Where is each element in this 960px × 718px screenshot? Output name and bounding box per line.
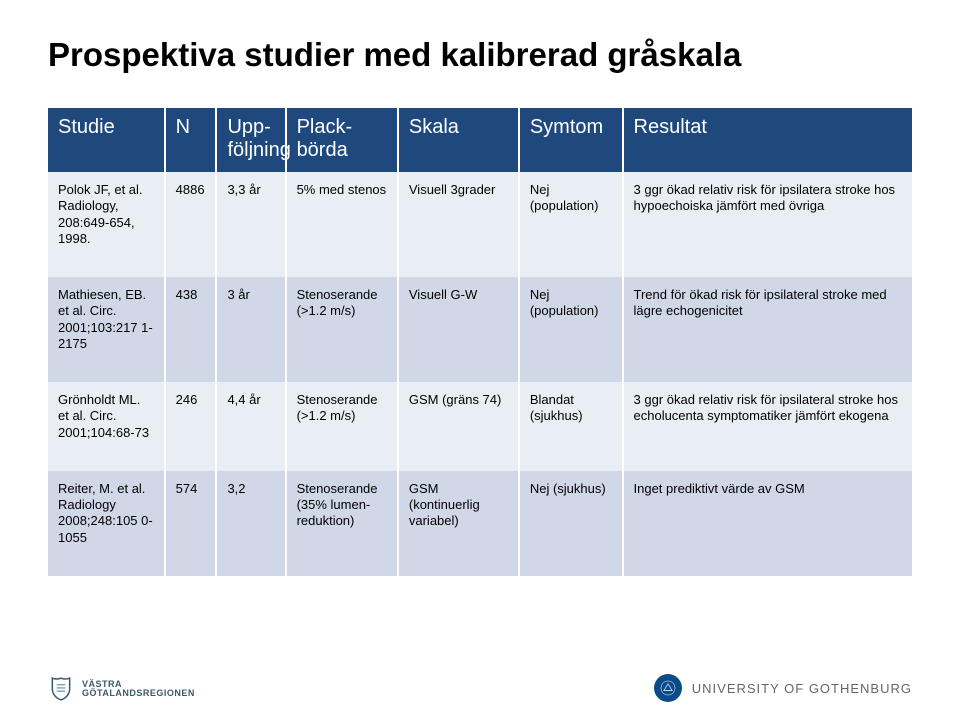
col-n: N xyxy=(165,108,217,172)
cell-res: 3 ggr ökad relativ risk för ipsilatera s… xyxy=(623,172,913,277)
cell-upp: 3,2 xyxy=(216,471,285,576)
col-skala: Skala xyxy=(398,108,519,172)
cell-n: 574 xyxy=(165,471,217,576)
vgr-text: VÄSTRA GÖTALANDSREGIONEN xyxy=(82,680,195,699)
vgr-logo: VÄSTRA GÖTALANDSREGIONEN xyxy=(48,676,195,702)
cell-plack: Stenoserande (>1.2 m/s) xyxy=(286,277,398,382)
studies-table: Studie N Upp-följning Plack-börda Skala … xyxy=(48,108,912,576)
cell-n: 246 xyxy=(165,382,217,471)
gu-logo: UNIVERSITY OF GOTHENBURG xyxy=(654,674,912,702)
cell-symtom: Blandat (sjukhus) xyxy=(519,382,623,471)
cell-upp: 4,4 år xyxy=(216,382,285,471)
table-row: Mathiesen, EB. et al. Circ. 2001;103:217… xyxy=(48,277,912,382)
cell-symtom: Nej (population) xyxy=(519,277,623,382)
cell-skala: Visuell 3grader xyxy=(398,172,519,277)
cell-plack: Stenoserande (35% lumen-reduktion) xyxy=(286,471,398,576)
cell-res: Trend för ökad risk för ipsilateral stro… xyxy=(623,277,913,382)
cell-studie: Reiter, M. et al. Radiology 2008;248:105… xyxy=(48,471,165,576)
cell-studie: Polok JF, et al. Radiology, 208:649-654,… xyxy=(48,172,165,277)
table-row: Reiter, M. et al. Radiology 2008;248:105… xyxy=(48,471,912,576)
cell-skala: GSM (gräns 74) xyxy=(398,382,519,471)
cell-skala: Visuell G-W xyxy=(398,277,519,382)
cell-res: Inget prediktivt värde av GSM xyxy=(623,471,913,576)
cell-studie: Grönholdt ML. et al. Circ. 2001;104:68-7… xyxy=(48,382,165,471)
cell-n: 438 xyxy=(165,277,217,382)
table-row: Grönholdt ML. et al. Circ. 2001;104:68-7… xyxy=(48,382,912,471)
col-studie: Studie xyxy=(48,108,165,172)
cell-plack: Stenoserande (>1.2 m/s) xyxy=(286,382,398,471)
cell-skala: GSM (kontinuerlig variabel) xyxy=(398,471,519,576)
footer-logos: VÄSTRA GÖTALANDSREGIONEN UNIVERSITY OF G… xyxy=(48,674,912,702)
gu-seal-icon xyxy=(654,674,682,702)
slide-title: Prospektiva studier med kalibrerad gråsk… xyxy=(48,36,912,74)
cell-symtom: Nej (population) xyxy=(519,172,623,277)
vgr-crest-icon xyxy=(48,676,74,702)
table-header-row: Studie N Upp-följning Plack-börda Skala … xyxy=(48,108,912,172)
cell-upp: 3 år xyxy=(216,277,285,382)
cell-symtom: Nej (sjukhus) xyxy=(519,471,623,576)
cell-plack: 5% med stenos xyxy=(286,172,398,277)
slide: Prospektiva studier med kalibrerad gråsk… xyxy=(0,0,960,718)
col-res: Resultat xyxy=(623,108,913,172)
col-plack: Plack-börda xyxy=(286,108,398,172)
vgr-line2: GÖTALANDSREGIONEN xyxy=(82,688,195,698)
cell-res: 3 ggr ökad relativ risk för ipsilateral … xyxy=(623,382,913,471)
gu-text: UNIVERSITY OF GOTHENBURG xyxy=(692,681,912,696)
col-symtom: Symtom xyxy=(519,108,623,172)
cell-studie: Mathiesen, EB. et al. Circ. 2001;103:217… xyxy=(48,277,165,382)
cell-n: 4886 xyxy=(165,172,217,277)
table-row: Polok JF, et al. Radiology, 208:649-654,… xyxy=(48,172,912,277)
col-upp: Upp-följning xyxy=(216,108,285,172)
cell-upp: 3,3 år xyxy=(216,172,285,277)
